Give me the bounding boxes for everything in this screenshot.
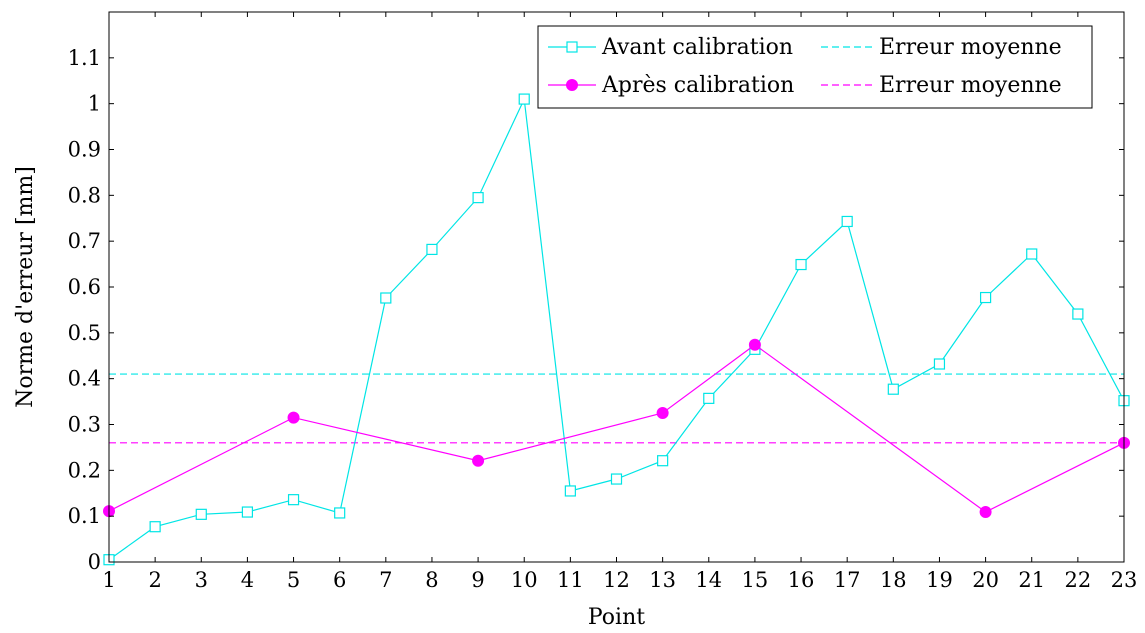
series-0 (103, 93, 1130, 566)
legend-label-apres-calibration: Après calibration (601, 73, 794, 98)
data-point-square (795, 258, 807, 271)
x-tick-label: 21 (1018, 568, 1045, 592)
data-point-circle (472, 454, 485, 467)
x-tick-label: 8 (425, 568, 438, 592)
tick-marks (108, 12, 1125, 563)
x-axis-label: Point (588, 605, 645, 630)
y-tick-label: 0.1 (68, 504, 101, 528)
x-tick-label: 17 (834, 568, 861, 592)
x-tick-label: 5 (287, 568, 300, 592)
x-tick-label: 15 (742, 568, 769, 592)
data-point-square (933, 358, 946, 370)
y-tick-label: 1.1 (68, 46, 101, 70)
x-tick-label: 2 (148, 568, 161, 592)
legend-label-erreur-moyenne-avant: Erreur moyenne (879, 35, 1062, 60)
x-tick-label: 7 (379, 568, 392, 592)
x-tick-label: 19 (926, 568, 953, 592)
legend-label-erreur-moyenne-apres: Erreur moyenne (879, 73, 1062, 98)
data-point-square (287, 494, 300, 506)
y-tick-label: 0.2 (68, 458, 101, 482)
x-tick-label: 11 (557, 568, 584, 592)
y-tick-label: 0.7 (68, 229, 101, 253)
data-point-square (518, 93, 530, 105)
data-point-square (149, 521, 161, 533)
series-line-1 (108, 344, 1125, 513)
y-tick-label: 1 (88, 92, 101, 116)
legend-box (537, 25, 1093, 109)
data-point-square (887, 383, 899, 395)
series-1 (103, 338, 1130, 519)
data-point-square (380, 292, 392, 304)
y-tick-label: 0.8 (68, 183, 101, 207)
data-point-circle (979, 506, 992, 519)
x-tick-label: 6 (333, 568, 346, 592)
legend-label-avant-calibration: Avant calibration (601, 35, 793, 60)
x-tick-label: 22 (1064, 568, 1091, 592)
x-tick-label: 14 (695, 568, 722, 592)
data-point-circle (287, 411, 300, 424)
y-tick-labels: 0 0.1 0.2 0.3 0.4 0.5 0.6 0.7 0.8 0.9 1 1.1 (68, 46, 101, 574)
data-point-square (472, 192, 484, 204)
data-point-square (241, 506, 254, 518)
data-point-square (841, 215, 853, 228)
data-point-square (979, 291, 992, 304)
data-point-circle (748, 338, 761, 351)
series-line-0 (108, 96, 1125, 561)
legend-entry-apres: Après calibration (548, 73, 794, 98)
x-tick-label: 18 (880, 568, 907, 592)
data-point-square (426, 243, 438, 256)
data-point-square (703, 392, 715, 404)
x-tick-label: 20 (972, 568, 999, 592)
data-point-square (334, 507, 346, 519)
y-tick-label: 0.6 (68, 275, 101, 299)
data-point-square (1072, 308, 1084, 320)
x-tick-label: 3 (195, 568, 208, 592)
x-tick-label: 9 (471, 568, 484, 592)
x-tick-label: 13 (649, 568, 676, 592)
data-point-square (1026, 248, 1038, 260)
x-tick-label: 12 (603, 568, 630, 592)
legend: Avant calibration Erreur moyenne Après c… (537, 25, 1093, 109)
data-point-circle (656, 407, 669, 420)
data-point-square (610, 473, 623, 485)
data-point-square (657, 455, 669, 467)
legend-entry-ref-apres: Erreur moyenne (821, 73, 1062, 98)
data-point-square (195, 508, 207, 520)
series-layer (103, 93, 1130, 566)
y-tick-label: 0.4 (68, 367, 101, 391)
x-tick-labels: 1 2 3 4 5 6 7 8 9 10 11 12 13 14 15 16 17 18 19 20 21 22 23 (102, 568, 1137, 592)
y-axis-label: Norme d'erreur [mm] (13, 166, 38, 408)
x-tick-label: 23 (1111, 568, 1138, 592)
y-tick-label: 0.3 (68, 413, 101, 437)
y-tick-label: 0.9 (68, 138, 101, 162)
x-tick-label: 1 (102, 568, 115, 592)
legend-swatch-square-marker (566, 41, 578, 53)
x-tick-label: 10 (511, 568, 538, 592)
y-tick-label: 0 (88, 550, 101, 574)
data-point-square (564, 485, 576, 497)
y-tick-label: 0.5 (68, 321, 101, 345)
x-tick-label: 16 (788, 568, 815, 592)
reference-lines (109, 373, 1124, 444)
legend-swatch-circle-marker (566, 79, 578, 91)
legend-entry-avant: Avant calibration (548, 35, 793, 60)
x-tick-label: 4 (241, 568, 254, 592)
legend-entry-ref-avant: Erreur moyenne (821, 35, 1062, 60)
